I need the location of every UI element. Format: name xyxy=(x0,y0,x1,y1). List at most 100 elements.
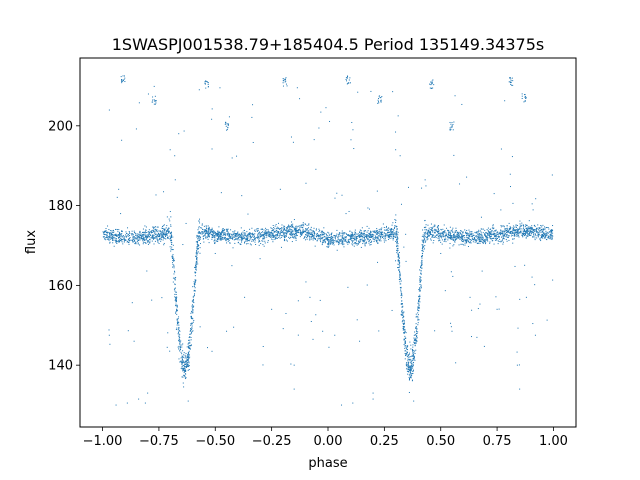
data-point xyxy=(532,323,534,325)
data-point xyxy=(295,228,297,230)
data-point xyxy=(251,239,253,241)
data-point xyxy=(224,122,226,124)
data-point xyxy=(399,275,401,277)
data-point xyxy=(526,232,528,234)
data-point xyxy=(437,225,439,227)
data-point xyxy=(315,314,317,316)
data-point xyxy=(289,229,291,231)
data-point xyxy=(241,241,243,243)
data-point xyxy=(428,232,430,234)
data-point xyxy=(512,202,514,204)
data-point xyxy=(414,338,416,340)
data-point xyxy=(324,236,326,238)
data-point xyxy=(402,324,404,326)
data-point xyxy=(196,236,198,238)
data-point xyxy=(255,243,257,245)
data-point xyxy=(299,230,301,232)
data-point xyxy=(240,237,242,238)
data-point xyxy=(137,236,139,238)
data-point xyxy=(419,277,421,279)
data-point xyxy=(188,369,190,371)
data-point xyxy=(325,238,327,240)
data-point xyxy=(422,246,424,248)
data-point xyxy=(188,352,190,354)
data-point xyxy=(450,128,452,130)
data-point xyxy=(405,233,407,235)
data-point xyxy=(442,231,444,233)
data-point xyxy=(449,236,451,238)
data-point xyxy=(170,234,172,236)
data-point xyxy=(284,237,286,239)
data-point xyxy=(198,240,200,242)
data-point xyxy=(330,233,332,235)
data-point xyxy=(267,240,269,242)
data-point xyxy=(345,239,347,240)
data-point xyxy=(417,322,419,324)
data-point xyxy=(322,232,324,234)
data-point xyxy=(407,348,409,350)
data-point xyxy=(400,314,402,316)
data-point xyxy=(143,233,145,235)
data-point xyxy=(112,232,114,234)
data-point xyxy=(166,232,168,234)
data-point xyxy=(454,237,456,239)
data-point xyxy=(175,276,177,278)
data-point xyxy=(139,236,141,238)
data-point xyxy=(259,232,261,234)
data-point xyxy=(124,77,126,79)
data-point xyxy=(259,241,261,243)
data-point xyxy=(168,230,170,232)
data-point xyxy=(113,231,115,233)
data-point xyxy=(354,233,356,235)
data-point xyxy=(523,231,525,233)
data-point xyxy=(430,223,432,225)
data-point xyxy=(171,231,173,233)
data-point xyxy=(397,253,399,255)
data-point xyxy=(160,232,162,234)
data-point xyxy=(283,235,285,237)
data-point xyxy=(341,243,343,245)
data-point xyxy=(354,239,356,241)
data-point xyxy=(214,236,216,238)
data-point xyxy=(287,225,289,227)
data-point xyxy=(177,323,179,324)
data-point xyxy=(408,186,409,188)
data-point xyxy=(233,326,235,328)
data-point xyxy=(232,247,234,249)
data-point xyxy=(202,232,204,234)
data-point xyxy=(451,126,453,128)
data-point xyxy=(152,234,154,236)
data-point xyxy=(406,351,408,353)
data-point xyxy=(380,234,382,236)
data-point xyxy=(476,231,478,233)
data-point xyxy=(541,235,543,237)
data-point xyxy=(473,234,475,236)
data-point xyxy=(153,234,155,236)
data-point xyxy=(166,230,168,232)
data-point xyxy=(544,234,546,236)
data-point xyxy=(363,230,365,232)
data-point xyxy=(211,229,213,231)
data-point xyxy=(147,241,149,243)
data-point xyxy=(150,231,152,233)
data-point xyxy=(308,230,310,232)
data-point xyxy=(348,235,350,237)
data-point xyxy=(550,235,552,237)
data-point xyxy=(549,238,551,240)
data-point xyxy=(204,232,206,234)
data-point xyxy=(348,210,350,212)
data-point xyxy=(486,236,488,238)
data-point xyxy=(292,226,294,228)
data-point xyxy=(251,240,253,242)
data-point xyxy=(155,237,157,239)
data-point xyxy=(297,300,299,302)
data-point xyxy=(515,224,517,226)
data-point xyxy=(220,239,222,241)
data-point xyxy=(197,238,199,240)
data-point xyxy=(176,310,178,312)
data-point xyxy=(449,237,451,239)
data-point xyxy=(218,234,220,236)
data-point xyxy=(260,228,262,230)
data-point xyxy=(530,227,532,229)
data-point xyxy=(394,236,396,238)
